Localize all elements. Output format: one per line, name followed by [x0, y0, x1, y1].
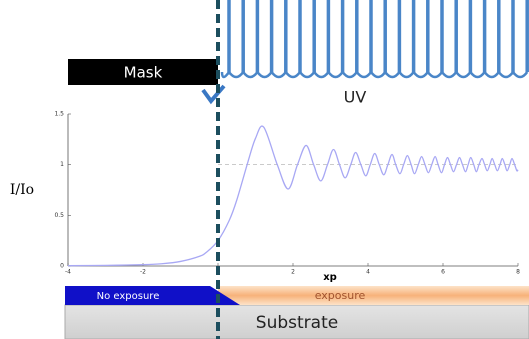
y-tick-label: 1 — [60, 161, 64, 168]
x-tick-label: -4 — [65, 269, 71, 276]
intensity-curve — [68, 126, 518, 266]
uv-label: UV — [344, 88, 367, 107]
x-tick-label: -2 — [140, 269, 146, 276]
uv-rays — [222, 0, 527, 77]
x-tick-label: 4 — [366, 269, 370, 276]
uv-wave — [222, 72, 527, 77]
y-tick-label: 1.5 — [54, 111, 64, 118]
exposure-band — [218, 286, 529, 305]
page: {"labels": {"mask": "Mask", "uv": "UV", … — [0, 0, 529, 339]
check-arrow — [203, 86, 224, 101]
mask-label: Mask — [124, 64, 163, 82]
plot: 00.511.5-4-202468xpI/Io — [10, 111, 520, 284]
exposure-label: exposure — [315, 289, 366, 302]
no-exposure-label: No exposure — [97, 291, 160, 302]
y-tick-label: 0.5 — [54, 212, 64, 219]
figure: Mask UV 00.511.5-4-202468xpI/Io Substrat… — [0, 0, 529, 339]
x-axis-label: xp — [323, 272, 337, 283]
x-tick-label: 2 — [291, 269, 295, 276]
y-axis-label: I/Io — [10, 182, 34, 198]
x-tick-label: 8 — [516, 269, 520, 276]
y-tick-label: 0 — [60, 263, 64, 270]
substrate-label: Substrate — [256, 313, 338, 333]
x-tick-label: 6 — [441, 269, 445, 276]
